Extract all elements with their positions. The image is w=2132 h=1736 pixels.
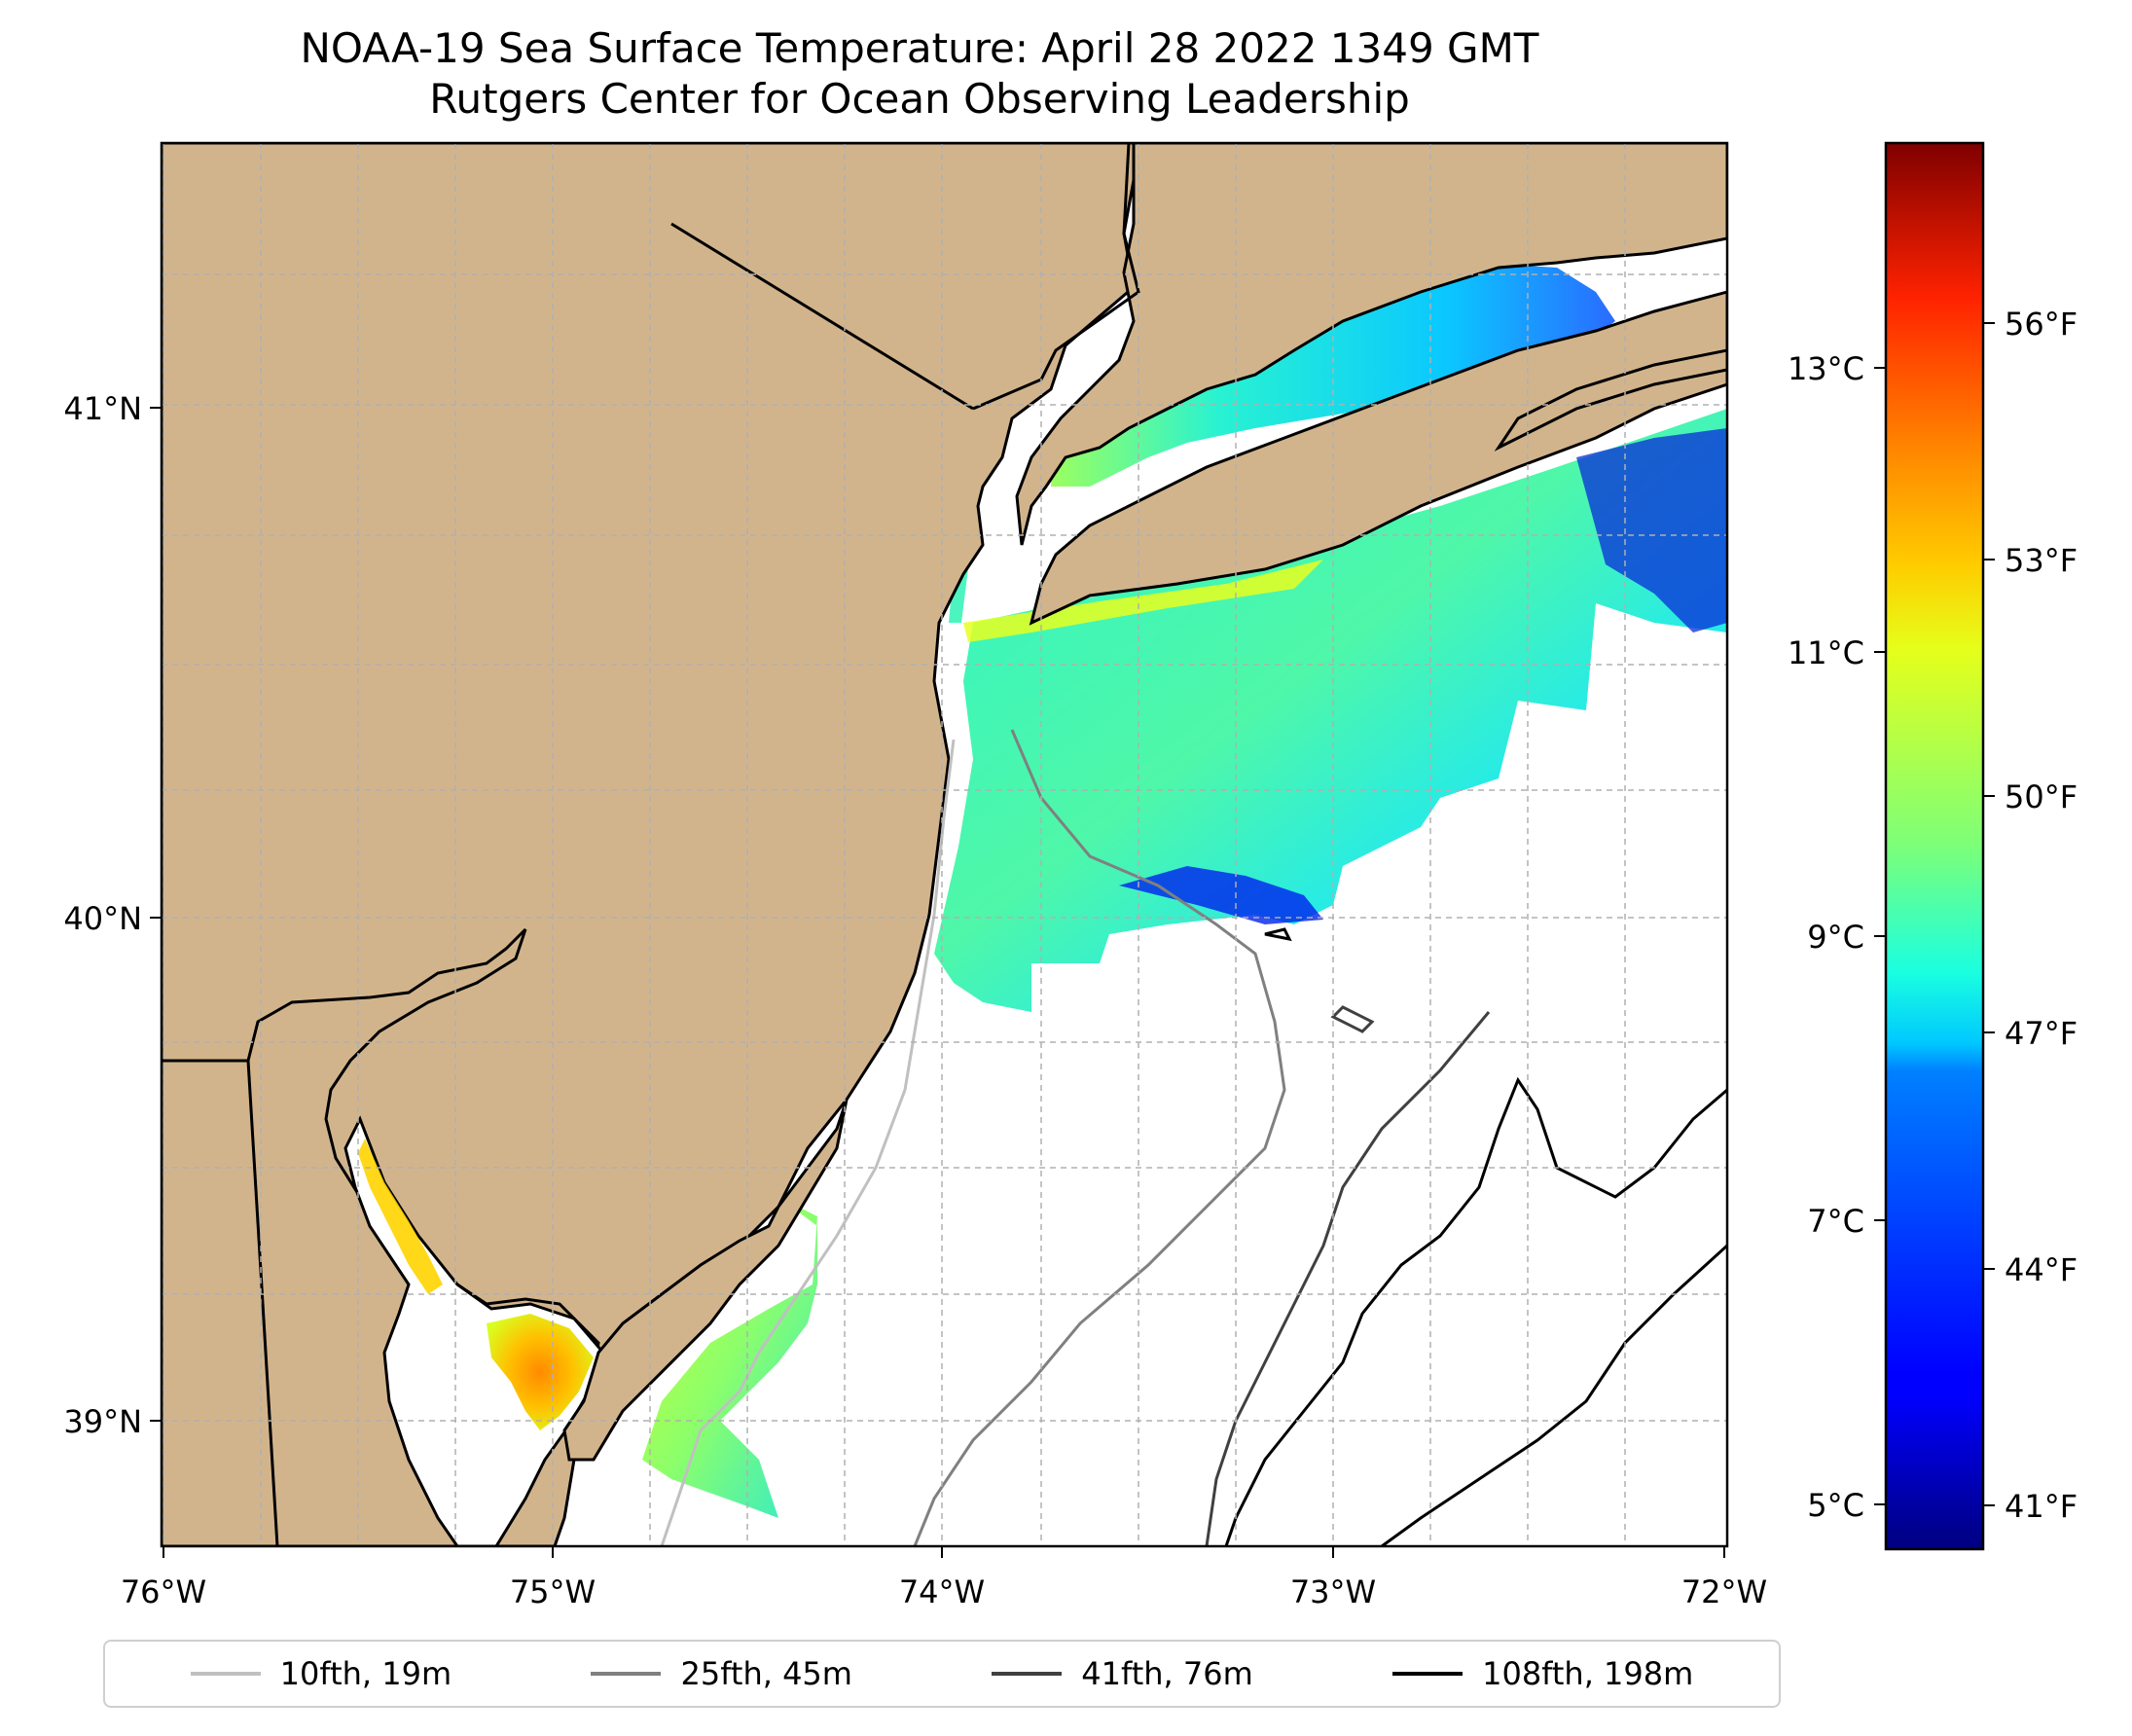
land-long-island	[1029, 290, 1727, 626]
legend-line-10fth	[190, 1672, 261, 1676]
lat-label-41n: 41°N	[63, 390, 142, 427]
colorbar-label-11c: 11°C	[1788, 634, 1864, 671]
sst-delaware-bay-upper	[358, 1139, 443, 1294]
sst-sound-field	[1051, 263, 1615, 487]
lat-ticks	[150, 407, 162, 1422]
legend-item-108fth: 108fth, 198m	[1392, 1655, 1693, 1692]
legend-item-25fth: 25fth, 45m	[591, 1655, 852, 1692]
lon-ticks	[163, 1546, 1725, 1558]
legend-item-10fth: 10fth, 19m	[190, 1655, 452, 1692]
sst-shelf-field	[934, 409, 1727, 1012]
land-cape-may	[562, 1099, 849, 1462]
sst-delaware-bay-fill	[487, 1314, 594, 1430]
legend-label-25fth: 25fth, 45m	[680, 1655, 852, 1692]
isobath-25fth	[913, 729, 1286, 1546]
isobath-41fth	[1205, 1011, 1491, 1546]
map-title: NOAA-19 Sea Surface Temperature: April 2…	[0, 23, 1839, 125]
isobath-108fth	[1224, 1076, 1727, 1546]
sst-cold-patch	[1119, 866, 1323, 924]
colorbar-label-7c: 7°C	[1807, 1203, 1864, 1240]
colorbar-label-41f: 41°F	[2005, 1488, 2078, 1525]
legend-item-41fth: 41fth, 76m	[992, 1655, 1253, 1692]
legend-line-41fth	[992, 1672, 1063, 1676]
colorbar-label-5c: 5°C	[1807, 1487, 1864, 1524]
graticule	[162, 143, 1727, 1546]
lon-label-75w: 75°W	[510, 1573, 596, 1610]
legend-label-41fth: 41fth, 76m	[1081, 1655, 1253, 1692]
land-new-york	[1015, 143, 1727, 546]
legend-line-25fth	[591, 1672, 662, 1676]
sst-warm-coast	[963, 560, 1323, 642]
colorbar-label-56f: 56°F	[2005, 306, 2078, 343]
isobath-contours	[660, 729, 1727, 1546]
colorbar-label-53f: 53°F	[2005, 542, 2078, 579]
isobath-10fth	[660, 739, 956, 1546]
title-line-1: NOAA-19 Sea Surface Temperature: April 2…	[300, 24, 1539, 72]
map-panel	[162, 143, 1727, 1546]
sst-cold-patch-east	[1576, 428, 1727, 633]
lon-label-76w: 76°W	[121, 1573, 206, 1610]
map-frame	[160, 141, 1729, 1548]
lon-label-72w: 72°W	[1681, 1573, 1767, 1610]
lat-label-40n: 40°N	[63, 900, 142, 937]
colorbar-fahrenheit-ticks	[1983, 322, 1995, 1506]
legend-label-108fth: 108fth, 198m	[1482, 1655, 1694, 1692]
lon-label-73w: 73°W	[1290, 1573, 1376, 1610]
lat-label-39n: 39°N	[63, 1403, 142, 1440]
title-line-2: Rutgers Center for Ocean Observing Leade…	[429, 75, 1410, 123]
colorbar-label-9c: 9°C	[1807, 919, 1864, 956]
land-long-island-fork	[1494, 348, 1727, 452]
colorbar-label-47f: 47°F	[2005, 1015, 2078, 1052]
legend-label-10fth: 10fth, 19m	[279, 1655, 452, 1692]
colorbar-celsius-ticks	[1874, 367, 1886, 1505]
isobath-legend: 10fth, 19m 25fth, 45m 41fth, 76m 108fth,…	[103, 1640, 1781, 1708]
lon-label-74w: 74°W	[899, 1573, 985, 1610]
state-boundaries	[246, 143, 1140, 1546]
colorbar-label-44f: 44°F	[2005, 1251, 2078, 1288]
colorbar-label-50f: 50°F	[2005, 778, 2078, 815]
colorbar-label-13c: 13°C	[1788, 350, 1864, 387]
sst-southern-shelf	[642, 1197, 817, 1518]
colorbar	[1884, 141, 1985, 1551]
legend-line-108fth	[1392, 1672, 1463, 1676]
